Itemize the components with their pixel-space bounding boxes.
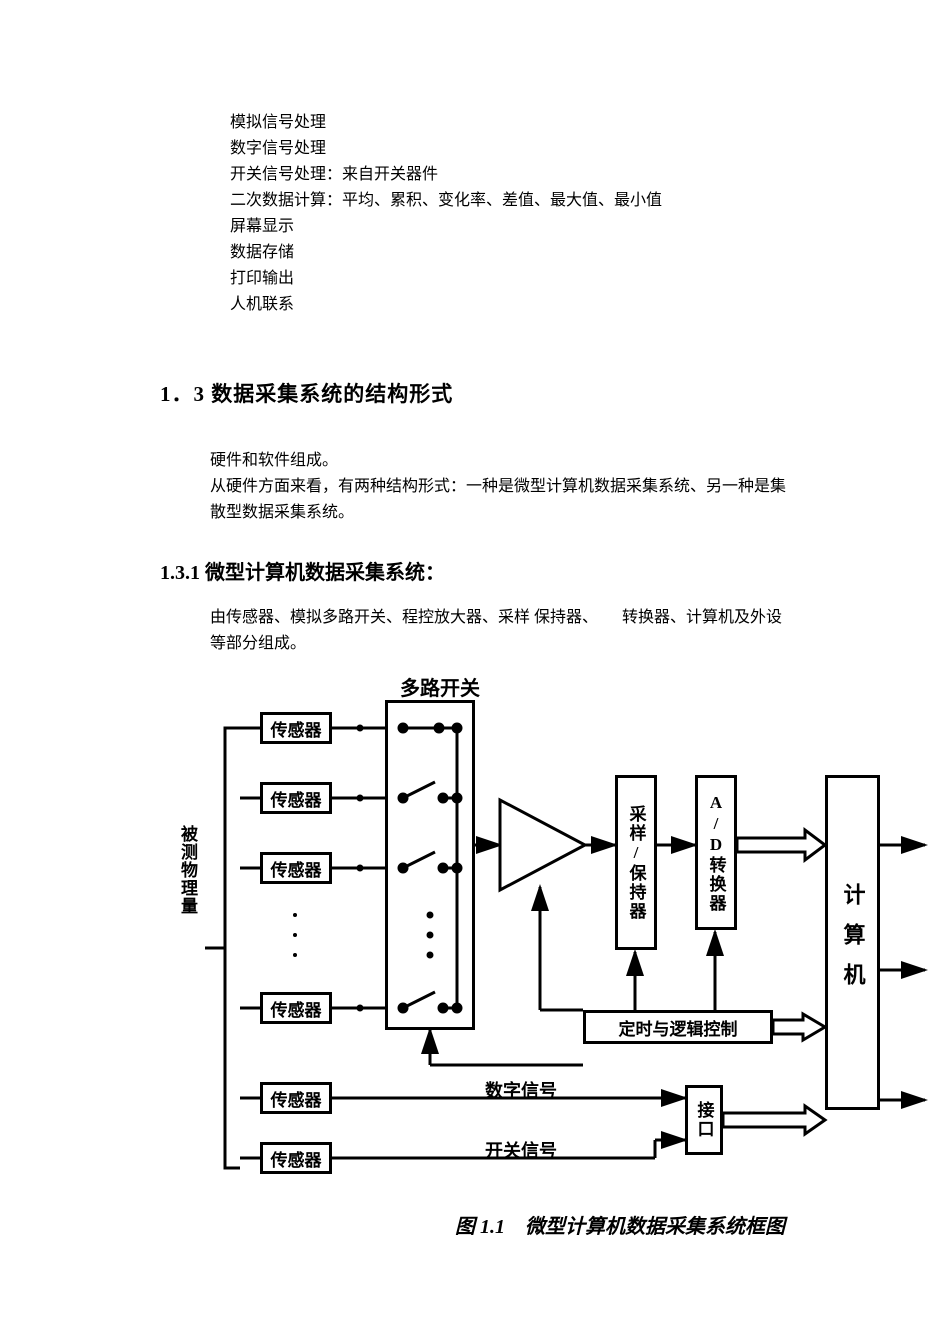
section-heading-1-3: 1．3 数据采集系统的结构形式 <box>160 378 890 408</box>
list-item: 开关信号处理：来自开关器件 <box>230 162 890 188</box>
section-1-3-intro: 硬件和软件组成。 从硬件方面来看，有两种结构形式：一种是微型计算机数据采集系统、… <box>210 448 890 526</box>
list-item: 打印输出 <box>230 266 890 292</box>
system-block-diagram: 被测物理量 多路开关 传感器 传感器 传感器 传感器 传感器 传感器 程控 放大… <box>185 670 945 1230</box>
para-line: 由传感器、模拟多路开关、程控放大器、采样 保持器、 转换器、计算机及外设 <box>210 605 890 631</box>
para-line: 从硬件方面来看，有两种结构形式：一种是微型计算机数据采集系统、另一种是集 <box>210 474 890 500</box>
para-line: 硬件和软件组成。 <box>210 448 890 474</box>
section-1-3-1-intro: 由传感器、模拟多路开关、程控放大器、采样 保持器、 转换器、计算机及外设 等部分… <box>210 605 890 657</box>
figure-caption: 图 1.1 微型计算机数据采集系统框图 <box>455 1210 785 1239</box>
list-item: 屏幕显示 <box>230 214 890 240</box>
section-heading-1-3-1: 1.3.1 微型计算机数据采集系统： <box>160 556 890 585</box>
list-item: 二次数据计算：平均、累积、变化率、差值、最大值、最小值 <box>230 188 890 214</box>
diagram-wires <box>185 670 945 1230</box>
para-line: 散型数据采集系统。 <box>210 500 890 526</box>
para-line: 等部分组成。 <box>210 631 890 657</box>
list-item: 模拟信号处理 <box>230 110 890 136</box>
list-item: 人机联系 <box>230 292 890 318</box>
list-item: 数字信号处理 <box>230 136 890 162</box>
processing-list: 模拟信号处理 数字信号处理 开关信号处理：来自开关器件 二次数据计算：平均、累积… <box>230 110 890 318</box>
list-item: 数据存储 <box>230 240 890 266</box>
